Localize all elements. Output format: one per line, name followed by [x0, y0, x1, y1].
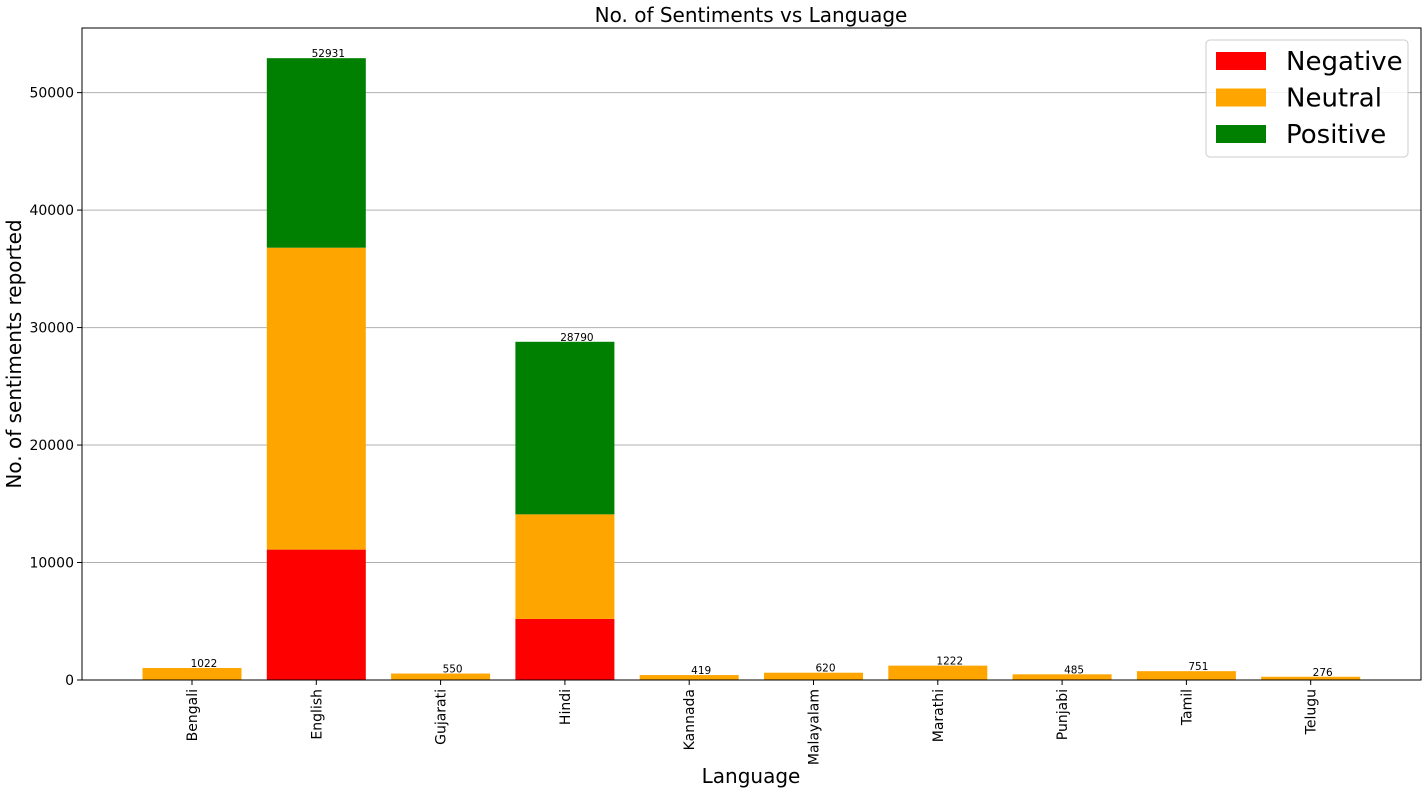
y-axis-ticks: 0 10000 20000 30000 40000 50000 [29, 86, 82, 689]
bar-neutral-tamil [1136, 671, 1236, 680]
y-tick-label: 30000 [29, 321, 74, 337]
bar-positive-english [266, 58, 366, 248]
y-tick-label: 0 [65, 673, 74, 689]
total-label-hindi: 28790 [560, 332, 593, 344]
data-labels: 1022 52931 550 28790 419 620 1222 485 751 276 [191, 48, 1333, 679]
x-tick-label-punjabi: Punjabi [1055, 689, 1071, 740]
bar-neutral-marathi [888, 665, 988, 680]
legend-label-positive: Positive [1286, 120, 1386, 150]
legend-label-negative: Negative [1286, 47, 1403, 77]
total-label-marathi: 1222 [936, 656, 963, 668]
y-tick-label: 40000 [29, 203, 74, 219]
x-tick-label-telugu: Telugu [1304, 689, 1320, 735]
bar-negative-english [266, 549, 366, 680]
y-axis-label: No. of sentiments reported [2, 219, 26, 488]
x-tick-label-malayalam: Malayalam [807, 689, 823, 765]
bar-neutral-hindi [515, 514, 615, 619]
bar-neutral-telugu [1261, 676, 1361, 680]
total-label-gujarati: 550 [443, 664, 463, 676]
bar-neutral-english [266, 247, 366, 550]
bar-neutral-punjabi [1012, 674, 1112, 680]
plot-frame [81, 27, 1422, 681]
x-tick-label-tamil: Tamil [1179, 689, 1195, 726]
x-tick-label-gujarati: Gujarati [434, 689, 450, 745]
x-tick-label-kannada: Kannada [682, 689, 698, 750]
total-label-malayalam: 620 [815, 663, 835, 675]
bar-neutral-kannada [639, 675, 739, 680]
bars [142, 58, 1361, 680]
bar-neutral-malayalam [764, 672, 863, 680]
x-axis-label: Language [702, 764, 801, 788]
total-label-punjabi: 485 [1064, 664, 1084, 676]
y-tick-label: 50000 [29, 86, 74, 102]
legend-swatch-positive [1216, 125, 1266, 143]
bar-neutral-bengali [142, 667, 242, 680]
legend: Negative Neutral Positive [1205, 39, 1409, 158]
x-tick-label-english: English [309, 689, 325, 740]
y-tick-label: 20000 [29, 438, 74, 454]
total-label-bengali: 1022 [191, 658, 218, 670]
total-label-kannada: 419 [691, 665, 711, 677]
y-tick-label: 10000 [29, 556, 74, 572]
total-label-english: 52931 [312, 48, 345, 60]
x-tick-label-marathi: Marathi [931, 689, 947, 742]
x-tick-label-bengali: Bengali [185, 689, 201, 741]
legend-swatch-negative [1216, 52, 1266, 70]
total-label-tamil: 751 [1188, 661, 1208, 673]
bar-positive-hindi [515, 341, 615, 515]
bar-neutral-gujarati [391, 673, 491, 680]
chart-title: No. of Sentiments vs Language [595, 3, 908, 27]
x-axis-ticks: Bengali English Gujarati Hindi Kannada Malaya… [185, 680, 1320, 765]
total-label-telugu: 276 [1313, 667, 1333, 679]
legend-swatch-neutral [1216, 88, 1266, 107]
bar-negative-hindi [515, 618, 615, 680]
x-tick-label-hindi: Hindi [558, 689, 574, 725]
legend-label-neutral: Neutral [1286, 84, 1382, 114]
